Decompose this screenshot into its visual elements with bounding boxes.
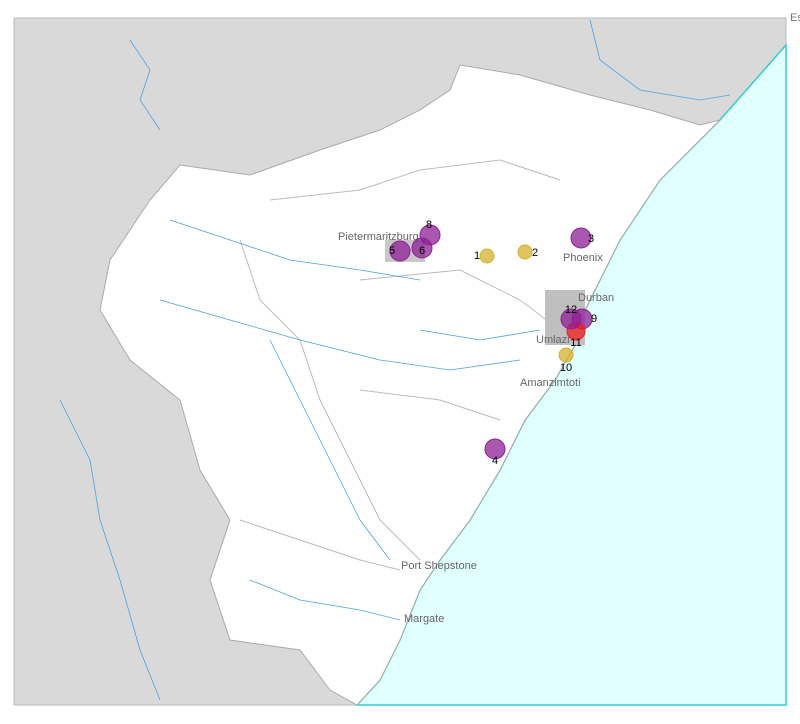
site-marker (560, 308, 582, 330)
rivers (59, 19, 731, 701)
site-label: 9 (591, 313, 597, 325)
site-label: 1 (474, 250, 480, 262)
site-marker (479, 248, 495, 264)
site-marker (389, 240, 411, 262)
site-label: 2 (532, 247, 538, 259)
site-label: 6 (419, 245, 425, 257)
site-marker (484, 438, 506, 460)
region (99, 64, 722, 706)
site-label: 3 (588, 233, 594, 245)
site-label: 5 (389, 245, 395, 257)
site-label: 11 (570, 337, 581, 349)
boundaries (239, 159, 561, 571)
place-label: Port Shepstone (401, 560, 477, 572)
site-label: 10 (560, 362, 572, 374)
place-label: Durban (578, 292, 614, 304)
site-marker (558, 347, 574, 363)
site-marker (517, 244, 533, 260)
place-label: Amanzimtoti (520, 377, 581, 389)
site-label: 8 (426, 219, 432, 231)
site-label: 12 (565, 304, 577, 316)
place-label: Margate (404, 613, 444, 625)
place-label: Pietermaritzburg (338, 231, 419, 243)
site-label: 4 (492, 455, 498, 467)
site-marker (570, 227, 592, 249)
corner-label: Es (790, 12, 800, 24)
place-label: Phoenix (563, 252, 603, 264)
site-marker (419, 224, 441, 246)
place-label: Umlazi (536, 334, 570, 346)
